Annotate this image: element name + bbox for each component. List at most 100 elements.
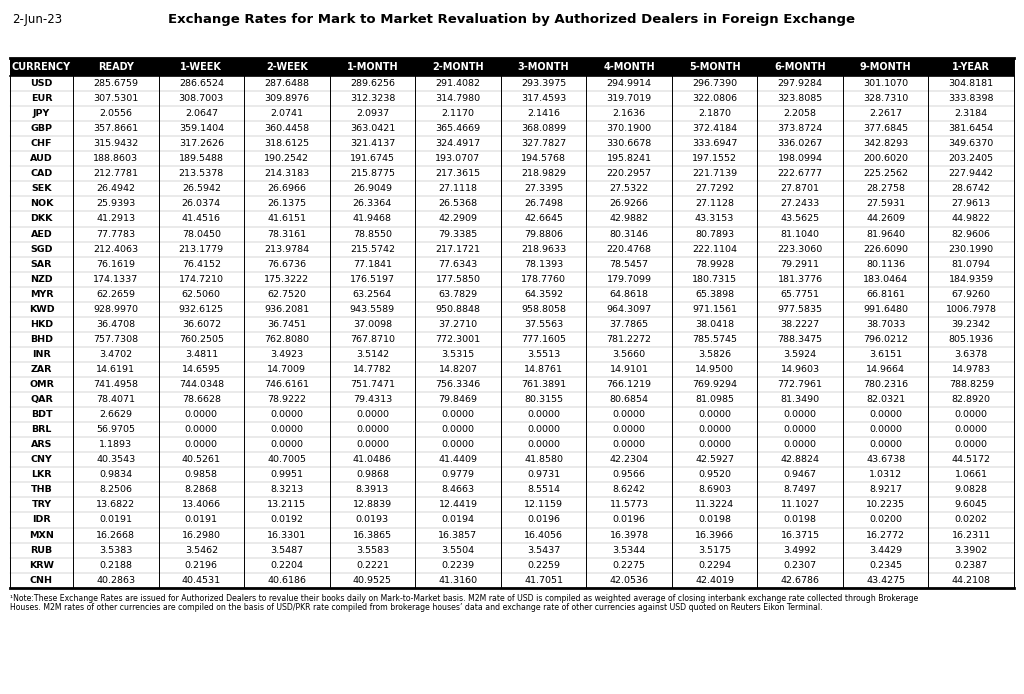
Text: 285.6759: 285.6759 [93, 79, 138, 88]
Text: CAD: CAD [31, 169, 52, 178]
Text: 16.4056: 16.4056 [524, 530, 563, 539]
Text: 16.2980: 16.2980 [182, 530, 221, 539]
Text: 8.6242: 8.6242 [612, 485, 645, 494]
Text: 8.6903: 8.6903 [698, 485, 731, 494]
Text: 221.7139: 221.7139 [692, 169, 737, 178]
Text: 1-MONTH: 1-MONTH [346, 62, 398, 72]
Text: 8.5514: 8.5514 [527, 485, 560, 494]
Text: 0.0000: 0.0000 [954, 410, 988, 419]
Text: 42.5927: 42.5927 [695, 455, 734, 464]
Text: 26.1375: 26.1375 [267, 199, 306, 208]
Bar [10, 362, 1014, 377]
Text: 0.0000: 0.0000 [441, 410, 474, 419]
Text: 3.5462: 3.5462 [184, 545, 218, 555]
Text: 41.2913: 41.2913 [96, 214, 135, 223]
Text: 3.4923: 3.4923 [270, 350, 303, 359]
Text: 212.4063: 212.4063 [93, 244, 138, 253]
Text: 212.7781: 212.7781 [93, 169, 138, 178]
Text: 3.5437: 3.5437 [527, 545, 560, 555]
Text: 8.7497: 8.7497 [783, 485, 816, 494]
Text: 3.5504: 3.5504 [441, 545, 474, 555]
Text: 0.2188: 0.2188 [99, 561, 132, 570]
Text: 0.9834: 0.9834 [99, 471, 132, 480]
Text: 2.1870: 2.1870 [698, 109, 731, 118]
Text: 0.0000: 0.0000 [783, 425, 816, 434]
Text: 291.4082: 291.4082 [435, 79, 480, 88]
Text: 333.6947: 333.6947 [692, 139, 737, 149]
Text: 81.9640: 81.9640 [866, 230, 905, 239]
Text: 44.2108: 44.2108 [951, 576, 991, 584]
Text: 307.5301: 307.5301 [93, 94, 138, 103]
Text: 40.2863: 40.2863 [96, 576, 135, 584]
Text: 41.4409: 41.4409 [438, 455, 477, 464]
Text: 3.5487: 3.5487 [270, 545, 303, 555]
Text: 769.9294: 769.9294 [692, 380, 737, 389]
Text: 76.4152: 76.4152 [182, 260, 221, 269]
Bar [10, 437, 1014, 452]
Text: 8.9217: 8.9217 [869, 485, 902, 494]
Bar [10, 527, 1014, 543]
Text: 796.0212: 796.0212 [863, 335, 908, 344]
Text: EUR: EUR [31, 94, 52, 103]
Text: 198.0994: 198.0994 [777, 154, 822, 163]
Text: 0.0000: 0.0000 [783, 410, 816, 419]
Text: 323.8085: 323.8085 [777, 94, 822, 103]
Bar [10, 543, 1014, 557]
Text: 40.7005: 40.7005 [267, 455, 306, 464]
Text: 41.8580: 41.8580 [524, 455, 563, 464]
Text: AED: AED [31, 230, 52, 239]
Text: 0.0000: 0.0000 [270, 440, 303, 449]
Text: 222.6777: 222.6777 [777, 169, 822, 178]
Text: 184.9359: 184.9359 [948, 275, 993, 284]
Text: 3.4702: 3.4702 [99, 350, 132, 359]
Text: 220.2957: 220.2957 [606, 169, 651, 178]
Text: 78.0450: 78.0450 [182, 230, 221, 239]
Text: 28.6742: 28.6742 [951, 185, 991, 194]
Text: JPY: JPY [33, 109, 50, 118]
Text: 0.9951: 0.9951 [270, 471, 303, 480]
Text: 317.4593: 317.4593 [521, 94, 566, 103]
Text: 0.0000: 0.0000 [527, 410, 560, 419]
Text: DKK: DKK [31, 214, 52, 223]
Bar [10, 167, 1014, 181]
Bar [10, 106, 1014, 121]
Text: 370.1900: 370.1900 [606, 124, 651, 133]
Text: 27.1118: 27.1118 [438, 185, 477, 194]
Text: 27.8701: 27.8701 [780, 185, 819, 194]
Text: KWD: KWD [29, 305, 54, 314]
Text: 3.5142: 3.5142 [356, 350, 389, 359]
Text: 958.8058: 958.8058 [521, 305, 566, 314]
Text: 43.4275: 43.4275 [866, 576, 905, 584]
Text: 38.2227: 38.2227 [780, 320, 819, 329]
Text: 3.4992: 3.4992 [783, 545, 817, 555]
Text: 63.7829: 63.7829 [438, 289, 477, 298]
Text: 9.6045: 9.6045 [954, 500, 988, 509]
Text: 78.4071: 78.4071 [96, 395, 135, 404]
Text: 3.5383: 3.5383 [99, 545, 132, 555]
Text: MXN: MXN [29, 530, 54, 539]
Text: INR: INR [32, 350, 51, 359]
Text: 64.8618: 64.8618 [609, 289, 648, 298]
Text: 0.9731: 0.9731 [527, 471, 560, 480]
Text: 0.9566: 0.9566 [612, 471, 645, 480]
Text: 3.5660: 3.5660 [612, 350, 645, 359]
Text: 81.0985: 81.0985 [695, 395, 734, 404]
Text: 936.2081: 936.2081 [264, 305, 309, 314]
Text: CNH: CNH [30, 576, 53, 584]
Text: 360.4458: 360.4458 [264, 124, 309, 133]
Text: 25.9393: 25.9393 [96, 199, 135, 208]
Text: 62.5060: 62.5060 [182, 289, 221, 298]
Text: 78.9928: 78.9928 [695, 260, 734, 269]
Text: 179.7099: 179.7099 [606, 275, 651, 284]
Text: 77.7783: 77.7783 [96, 230, 135, 239]
Text: 78.3161: 78.3161 [267, 230, 306, 239]
Bar [10, 151, 1014, 167]
Text: 0.0000: 0.0000 [698, 440, 731, 449]
Text: 741.4958: 741.4958 [93, 380, 138, 389]
Text: 16.2668: 16.2668 [96, 530, 135, 539]
Text: 0.0000: 0.0000 [184, 410, 218, 419]
Text: 781.2272: 781.2272 [606, 335, 651, 344]
Text: 9.0828: 9.0828 [954, 485, 988, 494]
Text: 80.3146: 80.3146 [609, 230, 648, 239]
Bar [10, 316, 1014, 332]
